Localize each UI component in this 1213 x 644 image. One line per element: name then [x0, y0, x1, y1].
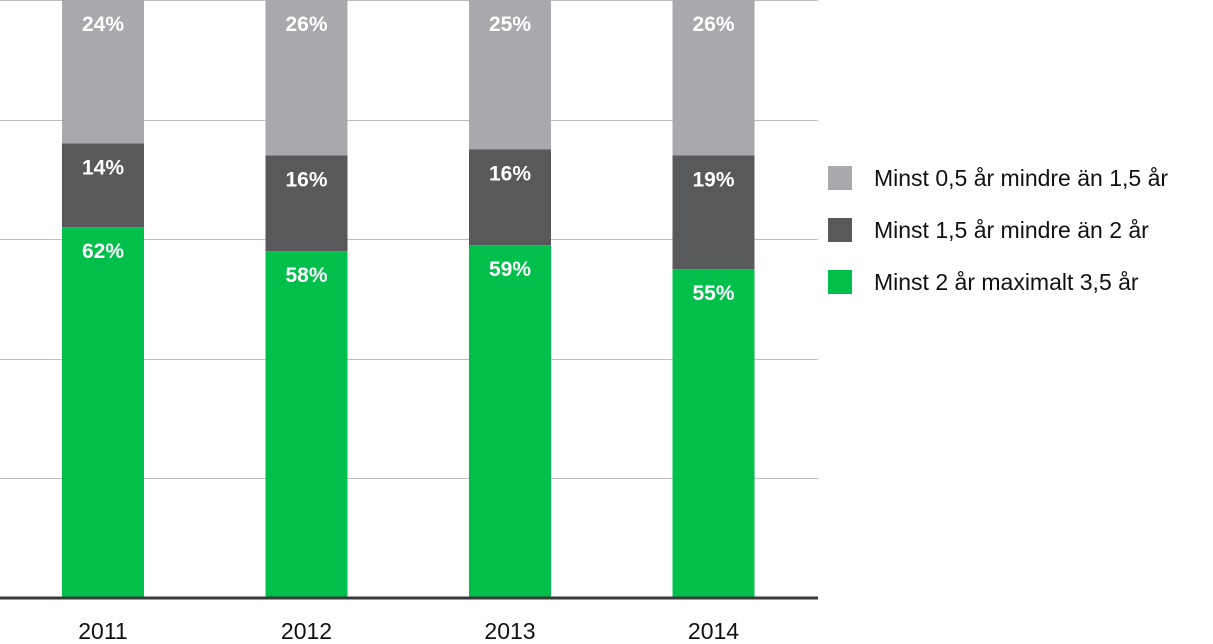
data-label: 26% — [285, 13, 327, 36]
legend-swatch — [828, 270, 852, 294]
legend-label: Minst 1,5 år mindre än 2 år — [874, 216, 1149, 243]
bar-segment — [469, 245, 551, 598]
legend-item-two-to-three-and-half-years: Minst 2 år maximalt 3,5 år — [828, 256, 1168, 308]
legend-label: Minst 2 år maximalt 3,5 år — [874, 268, 1139, 295]
x-tick-label: 2011 — [78, 618, 127, 644]
data-label: 26% — [692, 13, 734, 36]
data-label: 19% — [692, 168, 734, 191]
data-label: 16% — [285, 168, 327, 191]
legend-item-half-to-one-and-half-years: Minst 0,5 år mindre än 1,5 år — [828, 152, 1168, 204]
x-tick-label: 2012 — [281, 618, 332, 644]
data-label: 58% — [285, 264, 327, 287]
data-label: 62% — [82, 240, 124, 263]
data-label: 14% — [82, 157, 124, 180]
bar-segment — [62, 143, 144, 228]
data-label: 24% — [82, 13, 124, 36]
bar-segment — [469, 149, 551, 246]
data-label: 55% — [692, 282, 734, 305]
bar-segment — [265, 155, 348, 252]
x-tick-label: 2014 — [688, 618, 739, 644]
bar-segment — [62, 0, 144, 144]
bar-segment — [62, 227, 144, 599]
data-label: 25% — [489, 13, 531, 36]
x-tick-label: 2013 — [484, 618, 535, 644]
data-label: 16% — [489, 163, 531, 186]
x-axis-tick-labels: 2011 2012 2013 2014 — [78, 618, 739, 644]
bar-segment — [265, 0, 348, 156]
legend: Minst 0,5 år mindre än 1,5 år Minst 1,5 … — [828, 152, 1168, 308]
bar-segment — [265, 251, 348, 598]
bars: 62% 14% 24% 58% 16% 26% 59% 16% 25% 55% 19% 26% — [62, 0, 755, 599]
bar-segment — [672, 0, 755, 156]
data-label: 59% — [489, 258, 531, 281]
legend-item-one-and-half-to-two-years: Minst 1,5 år mindre än 2 år — [828, 204, 1168, 256]
legend-swatch — [828, 166, 852, 190]
legend-label: Minst 0,5 år mindre än 1,5 år — [874, 164, 1169, 191]
bar-segment — [672, 269, 755, 598]
legend-swatch — [828, 218, 852, 242]
bar-segment — [672, 155, 755, 270]
bar-segment — [469, 0, 551, 150]
